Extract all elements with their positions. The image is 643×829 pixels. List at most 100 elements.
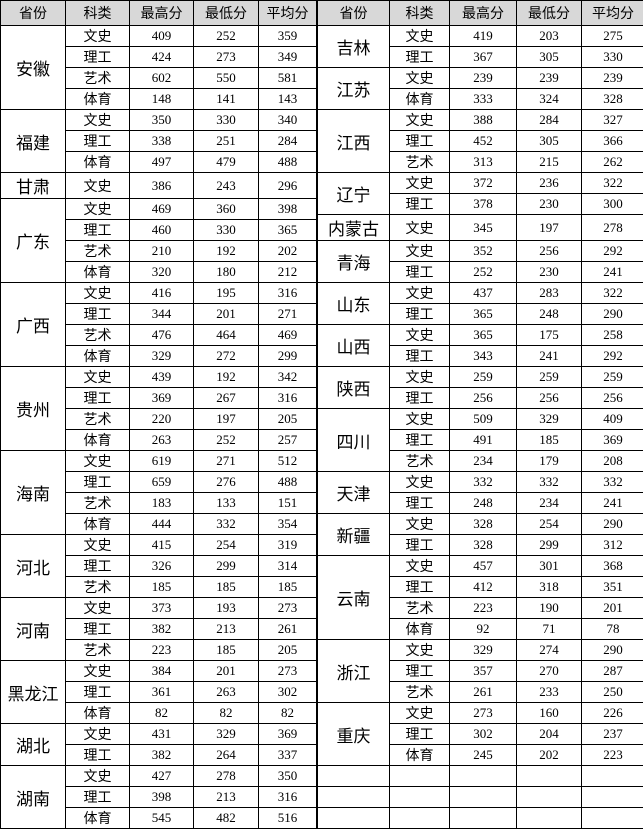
- category-cell: 文史: [390, 68, 450, 89]
- min-score-cell: 185: [194, 577, 259, 598]
- category-cell: 理工: [66, 220, 130, 241]
- category-cell: 理工: [390, 493, 450, 514]
- avg-score-cell: 143: [259, 89, 317, 110]
- min-score-cell: 192: [194, 241, 259, 262]
- avg-score-cell: 278: [582, 215, 643, 241]
- avg-score-cell: 488: [259, 152, 317, 173]
- empty-cell: [582, 787, 643, 808]
- category-cell: 文史: [390, 110, 450, 131]
- category-cell: 体育: [390, 619, 450, 640]
- max-score-cell: 602: [130, 68, 194, 89]
- max-score-cell: 545: [130, 808, 194, 829]
- max-score-cell: 220: [130, 409, 194, 430]
- province-cell: 山东: [318, 283, 390, 325]
- min-score-cell: 283: [517, 283, 582, 304]
- min-score-cell: 271: [194, 451, 259, 472]
- min-score-cell: 141: [194, 89, 259, 110]
- avg-score-cell: 366: [582, 131, 643, 152]
- min-score-cell: 233: [517, 682, 582, 703]
- avg-score-cell: 332: [582, 472, 643, 493]
- min-score-cell: 259: [517, 367, 582, 388]
- max-score-cell: 476: [130, 325, 194, 346]
- empty-cell: [450, 787, 517, 808]
- max-score-cell: 328: [450, 535, 517, 556]
- min-score-cell: 256: [517, 388, 582, 409]
- avg-score-cell: 398: [259, 199, 317, 220]
- min-score-cell: 360: [194, 199, 259, 220]
- province-cell: 江西: [318, 110, 390, 173]
- avg-score-cell: 322: [582, 283, 643, 304]
- max-score-cell: 210: [130, 241, 194, 262]
- min-score-cell: 215: [517, 152, 582, 173]
- max-score-cell: 409: [130, 26, 194, 47]
- avg-score-cell: 261: [259, 619, 317, 640]
- category-cell: 理工: [390, 346, 450, 367]
- max-score-cell: 382: [130, 619, 194, 640]
- category-cell: 理工: [66, 472, 130, 493]
- max-score-cell: 424: [130, 47, 194, 68]
- category-cell: 理工: [390, 661, 450, 682]
- max-score-cell: 302: [450, 724, 517, 745]
- category-cell: 体育: [66, 703, 130, 724]
- empty-row: [318, 808, 643, 829]
- category-cell: 文史: [66, 661, 130, 682]
- max-score-cell: 373: [130, 598, 194, 619]
- max-score-cell: 619: [130, 451, 194, 472]
- min-score-cell: 190: [517, 598, 582, 619]
- min-score-cell: 180: [194, 262, 259, 283]
- avg-score-cell: 241: [582, 262, 643, 283]
- avg-score-cell: 340: [259, 110, 317, 131]
- category-cell: 艺术: [390, 451, 450, 472]
- category-cell: 体育: [390, 89, 450, 110]
- header-row-left: 省份 科类 最高分 最低分 平均分: [1, 1, 317, 26]
- min-score-cell: 252: [194, 26, 259, 47]
- max-score-cell: 412: [450, 577, 517, 598]
- avg-score-cell: 250: [582, 682, 643, 703]
- avg-score-cell: 300: [582, 194, 643, 215]
- avg-score-cell: 257: [259, 430, 317, 451]
- avg-score-cell: 78: [582, 619, 643, 640]
- avg-score-cell: 342: [259, 367, 317, 388]
- province-cell: 福建: [1, 110, 66, 173]
- avg-score-cell: 226: [582, 703, 643, 724]
- min-score-cell: 482: [194, 808, 259, 829]
- min-score-cell: 203: [517, 26, 582, 47]
- category-cell: 理工: [390, 262, 450, 283]
- category-cell: 理工: [66, 619, 130, 640]
- category-cell: 文史: [390, 640, 450, 661]
- category-cell: 理工: [390, 724, 450, 745]
- category-cell: 文史: [390, 703, 450, 724]
- max-score-cell: 372: [450, 173, 517, 194]
- min-score-cell: 243: [194, 173, 259, 199]
- empty-cell: [517, 787, 582, 808]
- min-score-cell: 254: [517, 514, 582, 535]
- avg-score-cell: 365: [259, 220, 317, 241]
- max-score-cell: 460: [130, 220, 194, 241]
- category-cell: 理工: [390, 194, 450, 215]
- avg-score-cell: 312: [582, 535, 643, 556]
- category-cell: 文史: [390, 26, 450, 47]
- category-cell: 文史: [390, 514, 450, 535]
- category-cell: 体育: [66, 514, 130, 535]
- province-cell: 安徽: [1, 26, 66, 110]
- min-score-cell: 479: [194, 152, 259, 173]
- avg-score-cell: 354: [259, 514, 317, 535]
- min-score-cell: 254: [194, 535, 259, 556]
- avg-score-cell: 292: [582, 241, 643, 262]
- avg-score-cell: 516: [259, 808, 317, 829]
- max-score-cell: 82: [130, 703, 194, 724]
- min-score-cell: 263: [194, 682, 259, 703]
- avg-score-cell: 359: [259, 26, 317, 47]
- avg-score-cell: 205: [259, 640, 317, 661]
- category-cell: 艺术: [66, 640, 130, 661]
- max-score-cell: 419: [450, 26, 517, 47]
